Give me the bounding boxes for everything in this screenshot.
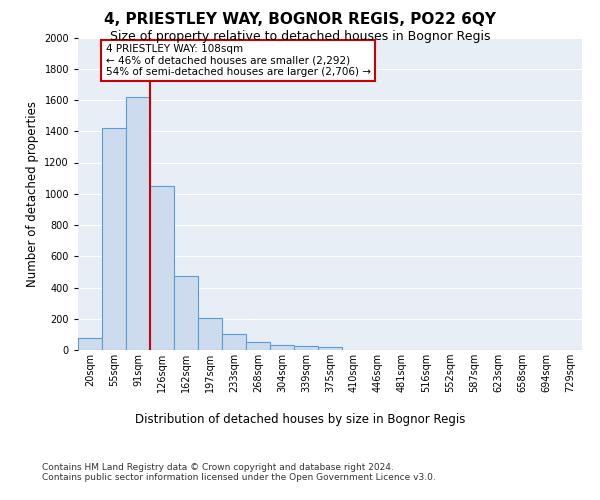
- Text: 4, PRIESTLEY WAY, BOGNOR REGIS, PO22 6QY: 4, PRIESTLEY WAY, BOGNOR REGIS, PO22 6QY: [104, 12, 496, 28]
- Text: 4 PRIESTLEY WAY: 108sqm
← 46% of detached houses are smaller (2,292)
54% of semi: 4 PRIESTLEY WAY: 108sqm ← 46% of detache…: [106, 44, 371, 77]
- Bar: [174, 276, 198, 350]
- Text: Contains HM Land Registry data © Crown copyright and database right 2024.
Contai: Contains HM Land Registry data © Crown c…: [42, 462, 436, 482]
- Bar: [270, 344, 294, 350]
- Bar: [294, 346, 318, 350]
- Bar: [126, 97, 150, 350]
- Bar: [222, 334, 246, 350]
- Text: Distribution of detached houses by size in Bognor Regis: Distribution of detached houses by size …: [135, 412, 465, 426]
- Bar: [246, 342, 270, 350]
- Bar: [78, 338, 102, 350]
- Bar: [318, 347, 342, 350]
- Y-axis label: Number of detached properties: Number of detached properties: [26, 101, 39, 287]
- Bar: [198, 318, 222, 350]
- Bar: [102, 128, 126, 350]
- Text: Size of property relative to detached houses in Bognor Regis: Size of property relative to detached ho…: [110, 30, 490, 43]
- Bar: [150, 186, 174, 350]
